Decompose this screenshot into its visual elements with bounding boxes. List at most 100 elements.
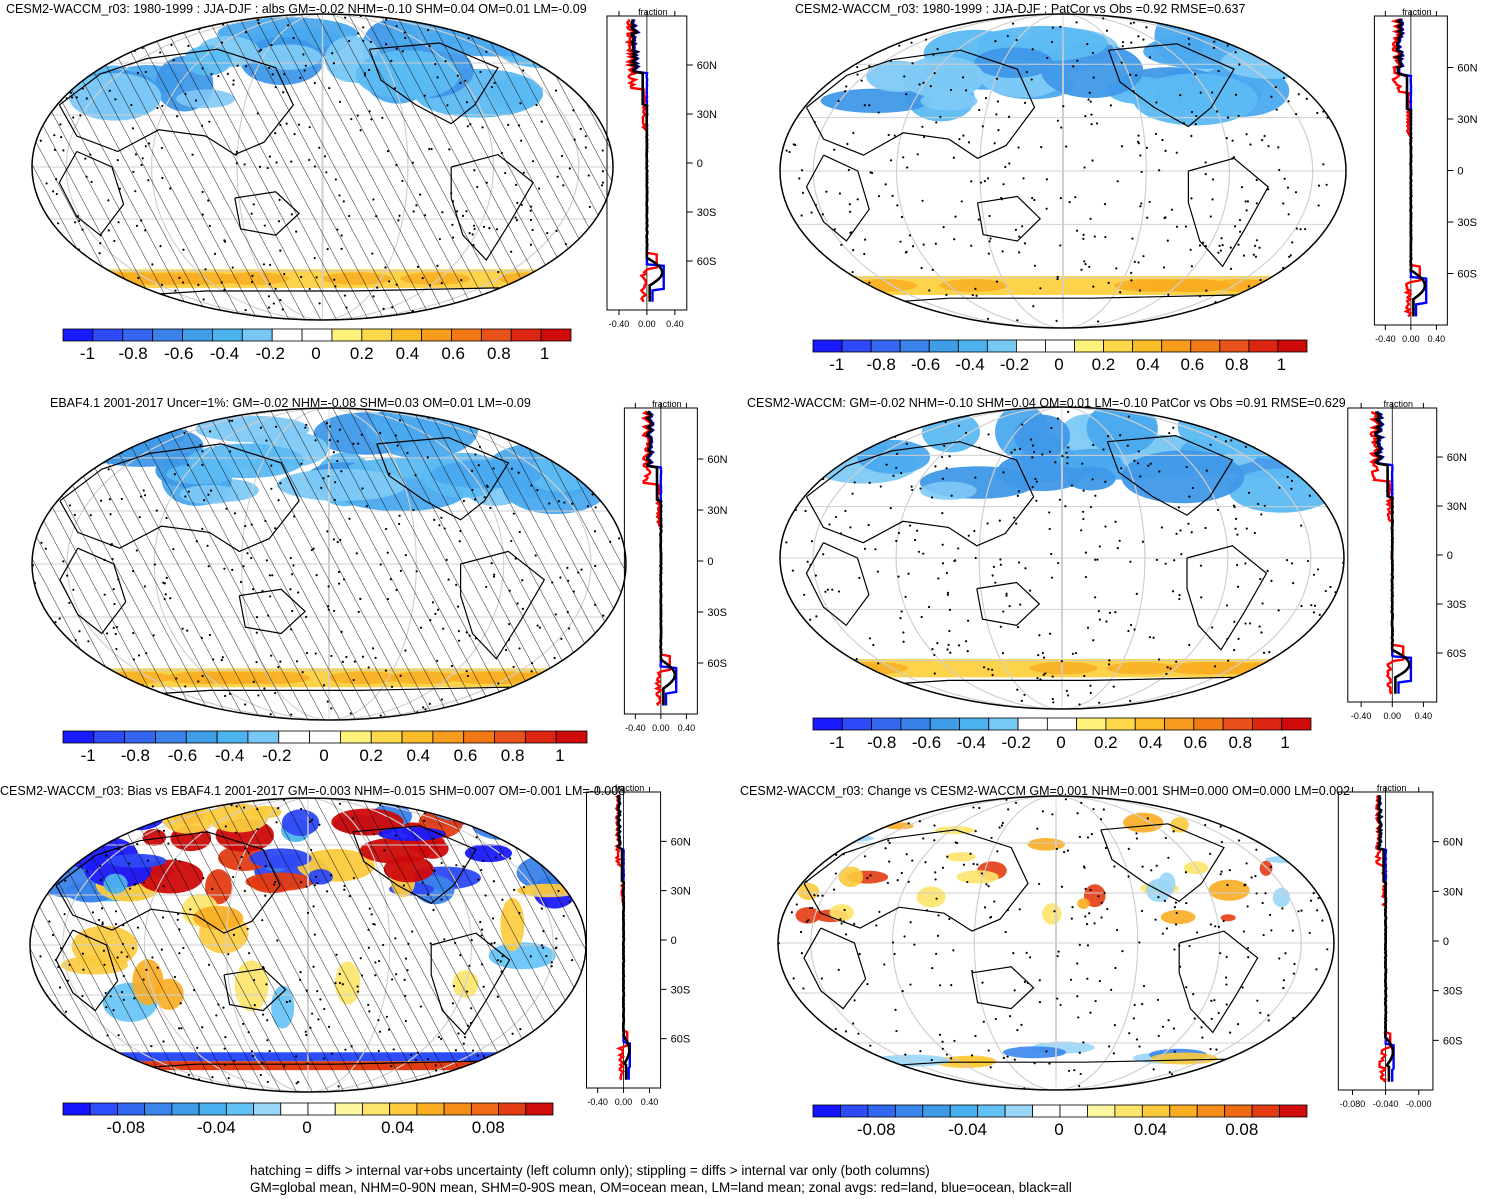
anomaly-field [945, 852, 976, 862]
colorbar-swatch [421, 328, 452, 342]
colorbar-tick-label: -0.4 [209, 344, 240, 363]
colorbar-tick-label: 0 [1054, 1120, 1064, 1139]
zonal-lat-label: 0 [671, 935, 677, 947]
panel-title: CESM2-WACCM_r03: Bias vs EBAF4.1 2001-20… [0, 784, 626, 798]
zonal-title: fraction [652, 400, 682, 409]
zonal-lat-label: 60S [1447, 648, 1467, 660]
colorbar-swatch [280, 1102, 309, 1116]
anomaly-field [848, 279, 918, 292]
colorbar-swatch [117, 1102, 146, 1116]
colorbar-tick-label: 0.4 [406, 746, 431, 765]
anomaly-field [956, 870, 999, 884]
colorbar-swatch [1277, 339, 1308, 353]
anomaly-field [99, 800, 167, 816]
anomaly-field [1245, 418, 1338, 461]
colorbar-tick-label: -0.8 [867, 733, 897, 752]
zonal-mean-plot: fraction 60N 30N 0 30S 60S -0.40 0.00 0.40 [1347, 400, 1467, 721]
colorbar-swatch [1032, 1104, 1061, 1118]
colorbar-swatch [62, 730, 95, 744]
anomaly-field [1083, 884, 1106, 908]
map-border [31, 407, 627, 721]
zonal-mean-plot: fraction 60N 30N 0 30S 60S -0.40 0.00 0.40 [606, 8, 717, 329]
colorbar-tick-label: -0.2 [999, 355, 1030, 374]
colorbar-swatch [1251, 1104, 1280, 1118]
colorbar [812, 339, 1308, 353]
anomaly-field [1220, 914, 1236, 922]
colorbar-swatch [370, 730, 403, 744]
colorbar-tick-label: 0 [319, 746, 329, 765]
colorbar-swatch [812, 339, 843, 353]
colorbar-swatch [1105, 717, 1136, 731]
zonal-title: fraction [1402, 8, 1432, 17]
colorbar [812, 1104, 1308, 1118]
colorbar-swatch [841, 717, 872, 731]
colorbar-swatch [1134, 717, 1165, 731]
colorbar-swatch [1161, 339, 1192, 353]
colorbar-swatch [389, 1102, 418, 1116]
zonal-mean-plot: fraction 60N 30N 0 30S 60S -0.40 0.00 0.40 [586, 784, 691, 1107]
colorbar-tick-label: -1 [829, 355, 845, 374]
colorbar-tick-label: 1 [539, 344, 550, 363]
colorbar-swatch [92, 328, 124, 342]
colorbar-swatch [871, 717, 902, 731]
colorbar-swatch [185, 730, 218, 744]
colorbar-swatch [928, 339, 959, 353]
zonal-lat-label: 30S [671, 984, 691, 996]
anomaly-field [1272, 887, 1291, 908]
colorbar-tick-label: -0.2 [1001, 733, 1031, 752]
colorbar-swatch [62, 328, 94, 342]
colorbar-swatch [957, 339, 988, 353]
colorbar-swatch [1281, 717, 1312, 731]
colorbar-tick-label: -0.04 [196, 1118, 236, 1137]
zonal-x-label: 0.00 [638, 319, 656, 329]
map-border [779, 13, 1347, 329]
zonal-lat-label: 60N [671, 836, 691, 848]
colorbar-swatch [840, 1104, 869, 1118]
footer-line-1: hatching = diffs > internal var+obs unce… [250, 1163, 930, 1178]
anomaly-field [1220, 45, 1322, 79]
colorbar-swatch [443, 1102, 472, 1116]
zonal-x-label: 0.00 [652, 723, 670, 733]
map-border [779, 406, 1345, 710]
footer-line-2: GM=global mean, NHM=0-90N mean, SHM=0-90… [250, 1180, 1072, 1195]
anomaly-field [838, 866, 864, 888]
colorbar-swatch [391, 328, 422, 342]
colorbar-swatch [494, 730, 526, 744]
colorbar-swatch [986, 339, 1017, 353]
colorbar-swatch [498, 1102, 527, 1116]
zonal-title: fraction [638, 8, 668, 17]
colorbar-swatch [510, 328, 542, 342]
zonal-lat-label: 30S [1457, 217, 1477, 229]
zonal-lat-label: 0 [1443, 936, 1449, 948]
zonal-line-land [1390, 18, 1421, 318]
colorbar-tick-label: 0 [302, 1118, 312, 1137]
colorbar-tick-label: 0.6 [453, 746, 478, 765]
colorbar-tick-label: -0.4 [215, 746, 245, 765]
zonal-lat-label: 60S [707, 658, 727, 670]
colorbar-tick-label: 0.04 [1133, 1120, 1167, 1139]
colorbar-swatch [1219, 339, 1250, 353]
colorbar-swatch [977, 1104, 1006, 1118]
colorbar-swatch [1046, 717, 1078, 731]
colorbar [62, 328, 572, 342]
colorbar-tick-label: -0.08 [856, 1120, 896, 1139]
anomaly-field [1077, 898, 1090, 909]
graticule [780, 407, 1344, 709]
panel-title: CESM2-WACCM_r03: Change vs CESM2-WACCM G… [740, 784, 1351, 798]
zonal-lat-label: 60N [1457, 63, 1477, 75]
colorbar-swatch [340, 730, 372, 744]
zonal-lat-label: 30S [707, 607, 727, 619]
graticule [780, 14, 1346, 328]
colorbar-swatch [124, 730, 156, 744]
colorbar-tick-label: -1 [829, 733, 845, 752]
colorbar-tick-label: 0.2 [349, 344, 374, 363]
colorbar-swatch [1252, 717, 1283, 731]
zonal-x-label: 0.00 [1383, 711, 1401, 721]
robinson-map [779, 13, 1347, 329]
anomaly-field [1114, 279, 1183, 292]
zonal-lat-label: 0 [697, 158, 703, 170]
anomaly-field [1236, 26, 1316, 53]
colorbar-swatch [301, 328, 333, 342]
anomaly-field [920, 481, 977, 500]
colorbar-swatch [198, 1102, 227, 1116]
